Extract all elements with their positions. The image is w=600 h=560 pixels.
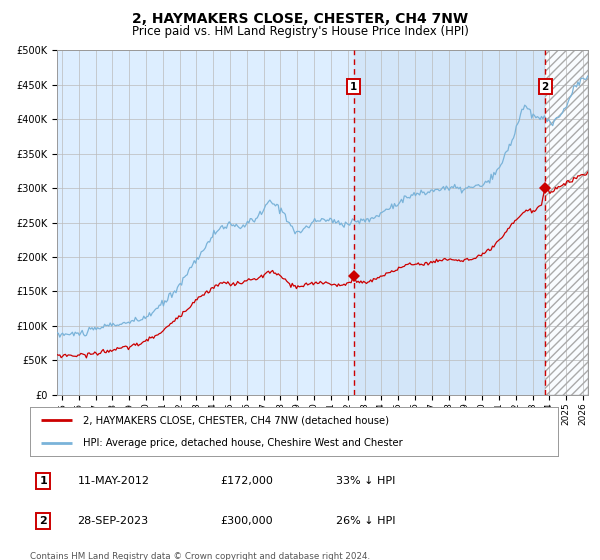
- Text: HPI: Average price, detached house, Cheshire West and Chester: HPI: Average price, detached house, Ches…: [83, 438, 403, 448]
- Text: 11-MAY-2012: 11-MAY-2012: [77, 476, 149, 486]
- Bar: [545, 50, 588, 395]
- Text: 1: 1: [350, 82, 358, 92]
- Bar: [354, 50, 545, 395]
- Text: 2: 2: [542, 82, 549, 92]
- Text: Contains HM Land Registry data © Crown copyright and database right 2024.
This d: Contains HM Land Registry data © Crown c…: [30, 552, 370, 560]
- Bar: [545, 50, 588, 395]
- Text: 2, HAYMAKERS CLOSE, CHESTER, CH4 7NW (detached house): 2, HAYMAKERS CLOSE, CHESTER, CH4 7NW (de…: [83, 416, 389, 426]
- Text: 2: 2: [40, 516, 47, 526]
- Text: 33% ↓ HPI: 33% ↓ HPI: [336, 476, 395, 486]
- Text: 2, HAYMAKERS CLOSE, CHESTER, CH4 7NW: 2, HAYMAKERS CLOSE, CHESTER, CH4 7NW: [132, 12, 468, 26]
- Text: £300,000: £300,000: [220, 516, 273, 526]
- Text: 28-SEP-2023: 28-SEP-2023: [77, 516, 149, 526]
- Text: £172,000: £172,000: [220, 476, 273, 486]
- Text: 1: 1: [40, 476, 47, 486]
- Text: Price paid vs. HM Land Registry's House Price Index (HPI): Price paid vs. HM Land Registry's House …: [131, 25, 469, 38]
- Text: 26% ↓ HPI: 26% ↓ HPI: [336, 516, 396, 526]
